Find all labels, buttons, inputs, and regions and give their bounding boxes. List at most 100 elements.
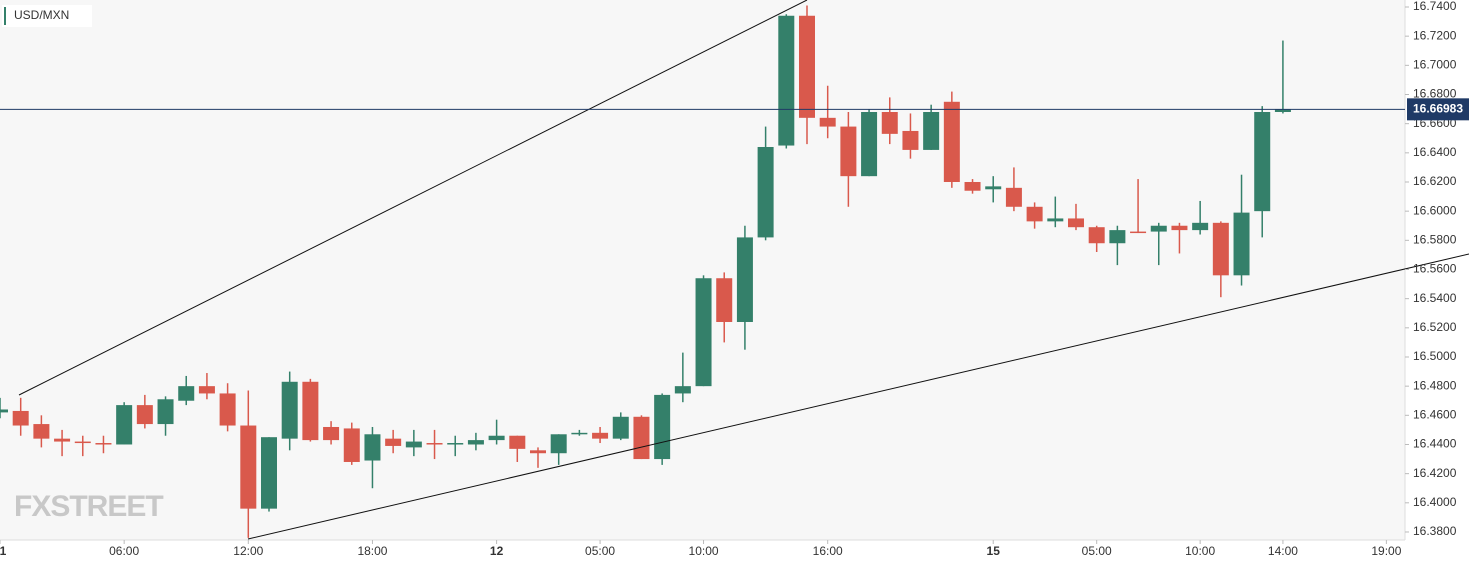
- y-tick-label: 16.4000: [1413, 495, 1457, 509]
- candle-body: [219, 393, 236, 426]
- candle-body: [323, 426, 340, 441]
- y-tick-label: 16.5200: [1413, 320, 1457, 334]
- candle-body: [1192, 222, 1209, 231]
- candle-body: [550, 434, 567, 454]
- candle-body: [778, 15, 795, 146]
- candle-body: [736, 237, 753, 322]
- candle-body: [861, 111, 878, 177]
- last-price-box: [1407, 98, 1469, 121]
- candle-body: [1212, 222, 1229, 276]
- candle-body: [426, 443, 443, 445]
- y-tick-label: 16.7000: [1413, 58, 1457, 72]
- last-price-label: 16.66983: [1413, 101, 1463, 115]
- candle-body: [157, 399, 174, 425]
- y-tick-label: 16.4600: [1413, 407, 1457, 421]
- candle-body: [178, 386, 195, 401]
- y-tick-label: 16.4400: [1413, 437, 1457, 451]
- y-tick-label: 16.6200: [1413, 174, 1457, 188]
- x-tick-label: 10:00: [1185, 544, 1215, 558]
- candle-body: [654, 394, 671, 460]
- candle-body: [1150, 225, 1167, 232]
- candle-body: [943, 101, 960, 182]
- watermark: FXSTREET: [14, 490, 163, 523]
- candle-body: [529, 450, 546, 454]
- candle-body: [12, 410, 29, 426]
- candle-body: [488, 435, 505, 441]
- candle-body: [1026, 206, 1043, 222]
- y-tick-label: 16.5600: [1413, 262, 1457, 276]
- x-tick-label: 10:00: [689, 544, 719, 558]
- y-tick-label: 16.5400: [1413, 291, 1457, 305]
- candle-body: [364, 434, 381, 461]
- candle-body: [633, 416, 650, 460]
- candle-body: [592, 432, 609, 439]
- x-tick-label: 18:00: [357, 544, 387, 558]
- candle-body: [985, 186, 1002, 190]
- y-tick-label: 16.3800: [1413, 524, 1457, 538]
- y-tick-label: 16.7200: [1413, 28, 1457, 42]
- candle-body: [447, 443, 464, 445]
- trend-line: [18, 0, 808, 396]
- candle-body: [198, 386, 215, 394]
- candle-body: [923, 111, 940, 150]
- y-tick-label: 16.7400: [1413, 0, 1457, 13]
- candle-body: [116, 405, 133, 445]
- candle-body: [385, 438, 402, 446]
- legend-swatch: [4, 7, 6, 25]
- candle-body: [1005, 187, 1022, 207]
- candle-body: [1130, 231, 1147, 234]
- candle-body: [1109, 230, 1126, 244]
- y-tick-label: 16.4800: [1413, 378, 1457, 392]
- candle-body: [1067, 218, 1084, 228]
- candle-body: [467, 440, 484, 445]
- candle-body: [840, 126, 857, 177]
- y-tick-label: 16.6000: [1413, 203, 1457, 217]
- candle-body: [757, 146, 774, 238]
- candle-body: [1047, 218, 1064, 222]
- candle-body: [1088, 227, 1105, 244]
- candle-body: [1233, 212, 1250, 276]
- candle-body: [260, 437, 277, 509]
- candle-body: [674, 386, 691, 394]
- y-tick-label: 16.5800: [1413, 232, 1457, 246]
- candle-body: [281, 381, 298, 439]
- candle-body: [405, 441, 422, 448]
- x-tick-label: 06:00: [109, 544, 139, 558]
- y-tick-label: 16.6800: [1413, 87, 1457, 101]
- candle-body: [343, 428, 360, 462]
- plot-area: [0, 0, 1405, 540]
- candle-body: [695, 278, 712, 387]
- x-tick-label: 19:00: [1371, 544, 1401, 558]
- y-tick-label: 16.6400: [1413, 145, 1457, 159]
- candle-body: [819, 117, 836, 127]
- candle-body: [1254, 111, 1271, 212]
- candle-body: [964, 181, 981, 191]
- candle-body: [612, 416, 629, 439]
- trend-line: [247, 253, 1469, 540]
- x-tick-label: 05:00: [1082, 544, 1112, 558]
- x-tick-label: 12:00: [233, 544, 263, 558]
- y-tick-label: 16.4200: [1413, 466, 1457, 480]
- x-tick-label: 05:00: [585, 544, 615, 558]
- x-tick-label: 14:00: [1268, 544, 1298, 558]
- candle-body: [240, 425, 257, 509]
- legend-label: USD/MXN: [14, 8, 69, 22]
- candle-body: [95, 443, 112, 445]
- candle-body: [74, 441, 91, 444]
- candle-body: [509, 435, 526, 449]
- y-tick-label: 16.5000: [1413, 349, 1457, 363]
- candle-body: [881, 111, 898, 134]
- candle-body: [716, 278, 733, 322]
- candle-body: [0, 409, 8, 413]
- candle-body: [302, 381, 319, 441]
- candle-body: [33, 424, 50, 439]
- candle-body: [571, 432, 588, 435]
- candle-body: [54, 438, 71, 442]
- candle-body: [1274, 109, 1291, 112]
- candle-body: [1171, 225, 1188, 231]
- candle-body: [136, 405, 153, 425]
- x-tick-label: 12: [490, 544, 504, 558]
- candle-body: [902, 130, 919, 150]
- candle-body: [798, 15, 815, 118]
